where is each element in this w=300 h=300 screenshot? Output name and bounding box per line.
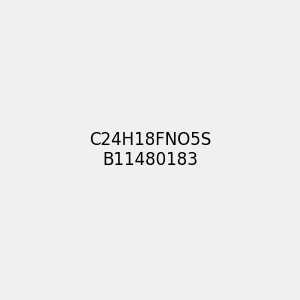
Text: C24H18FNO5S
B11480183: C24H18FNO5S B11480183 xyxy=(89,130,211,170)
